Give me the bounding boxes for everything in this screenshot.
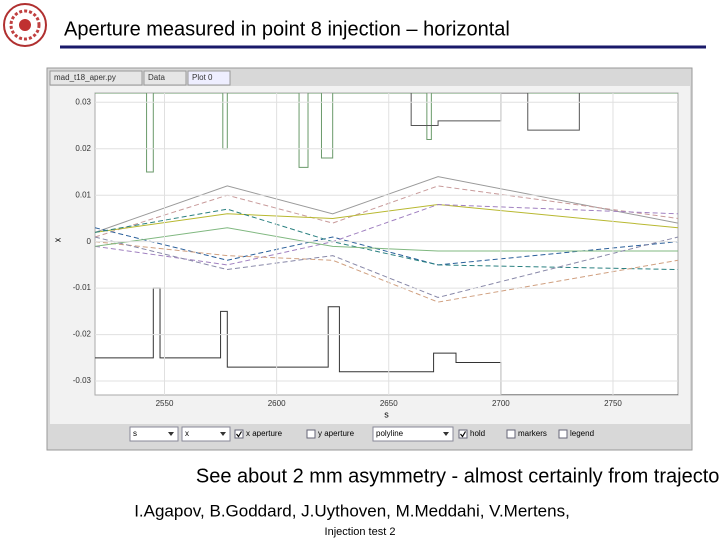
checkbox[interactable] [558, 429, 568, 439]
series-line [95, 185, 678, 238]
series-line [95, 287, 678, 395]
checkbox[interactable] [234, 429, 244, 439]
x-select-value[interactable]: s [133, 429, 137, 438]
y-select-arrow[interactable] [220, 432, 226, 436]
checkbox[interactable] [306, 429, 316, 439]
logo [3, 3, 47, 47]
series-line [95, 204, 678, 233]
tab[interactable] [49, 70, 143, 86]
tab[interactable] [143, 70, 187, 86]
style-select-arrow[interactable] [443, 432, 449, 436]
checkbox[interactable] [506, 429, 516, 439]
y-tick-label: 0.02 [75, 144, 91, 153]
plot-area [94, 92, 679, 396]
x-tick-label: 2600 [268, 399, 286, 408]
y-select-value[interactable]: x [185, 429, 189, 438]
x-select-arrow[interactable] [168, 432, 174, 436]
x-tick-label: 2550 [156, 399, 174, 408]
tab-label[interactable]: mad_t18_aper.py [54, 73, 116, 82]
checkmark[interactable] [236, 431, 243, 438]
tab-label[interactable]: Data [148, 73, 165, 82]
checkbox-label[interactable]: x aperture [246, 429, 283, 438]
series-line [95, 176, 678, 233]
x-tick-label: 2650 [380, 399, 398, 408]
series-line [95, 93, 678, 173]
checkbox-label[interactable]: markers [518, 429, 547, 438]
series-line [95, 227, 678, 266]
authors: I.Agapov, B.Goddard, J.Uythoven, M.Medda… [134, 501, 570, 520]
tab-label[interactable]: Plot 0 [192, 73, 213, 82]
checkbox-label[interactable]: legend [570, 429, 594, 438]
y-axis-label: x [52, 237, 62, 242]
style-select[interactable] [372, 426, 454, 442]
series-line [95, 227, 678, 252]
y-select[interactable] [181, 426, 231, 442]
style-select-value[interactable]: polyline [376, 429, 404, 438]
checkmark[interactable] [460, 431, 467, 438]
caption: See about 2 mm asymmetry - almost certai… [196, 465, 720, 487]
x-tick-label: 2750 [604, 399, 622, 408]
x-axis-label: s [384, 409, 389, 419]
x-select[interactable] [129, 426, 179, 442]
checkbox-label[interactable]: hold [470, 429, 485, 438]
y-tick-label: 0.01 [75, 190, 91, 199]
x-tick-label: 2700 [492, 399, 510, 408]
y-tick-label: -0.03 [73, 376, 92, 385]
checkbox[interactable] [458, 429, 468, 439]
y-tick-label: 0.03 [75, 97, 91, 106]
checkbox-label[interactable]: y aperture [318, 429, 355, 438]
series-line [95, 236, 678, 298]
slide-title: Aperture measured in point 8 injection –… [64, 18, 510, 40]
footer: Injection test 2 [325, 526, 396, 538]
y-tick-label: -0.01 [73, 283, 92, 292]
y-tick-label: 0 [87, 237, 92, 246]
tab[interactable] [187, 70, 231, 86]
y-tick-label: -0.02 [73, 330, 92, 339]
